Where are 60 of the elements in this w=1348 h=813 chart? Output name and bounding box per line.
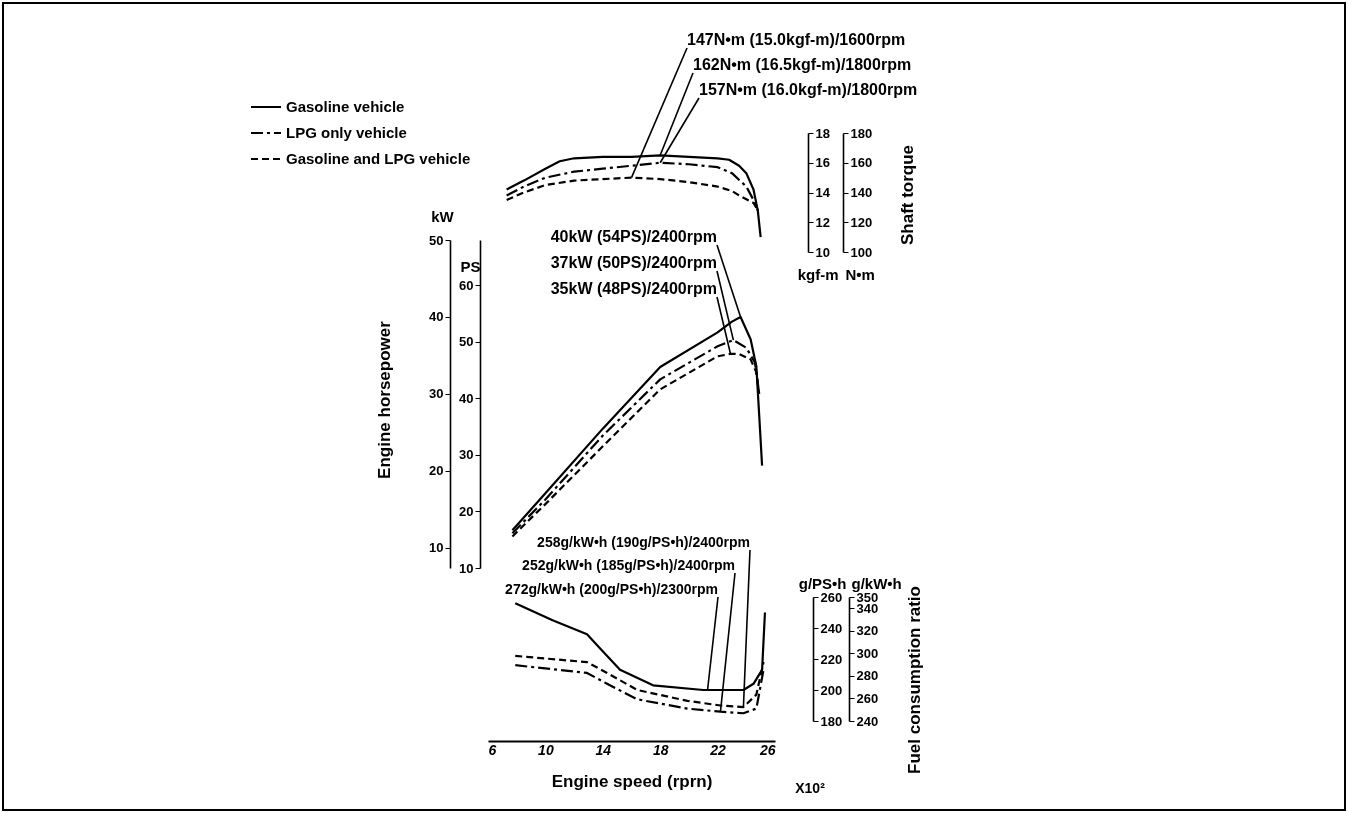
text: X10² [795, 780, 826, 796]
x-tick-label: 14 [595, 741, 612, 758]
annotation: 37kW (50PS)/2400rpm [550, 254, 717, 271]
y2-tick-label: 300 [856, 645, 879, 661]
annotation: 35kW (48PS)/2400rpm [550, 280, 717, 297]
y-tick-label: 200 [820, 682, 843, 698]
y2-tick-label: 280 [856, 668, 879, 684]
legend-label: LPG only vehicle [286, 124, 407, 141]
y-tick-label: 10 [815, 244, 830, 260]
y-axis-title: kgf-m [797, 265, 839, 283]
annotation: 162N•m (16.5kgf-m)/1800rpm [693, 56, 912, 73]
x-tick-label: 6 [488, 741, 497, 758]
annotation: 147N•m (15.0kgf-m)/1600rpm [687, 31, 906, 48]
y2-tick-label: 10 [459, 560, 474, 576]
y2-tick-label: 240 [856, 713, 879, 729]
y-axis-title: kW [431, 207, 455, 225]
x-tick-label: 22 [709, 741, 727, 758]
y-tick-label: 260 [820, 589, 843, 605]
x-tick-label: 10 [538, 741, 554, 758]
x-tick-label: 26 [758, 741, 776, 758]
y2-tick-label: 60 [459, 277, 474, 293]
annotation: 258g/kW•h (190g/PS•h)/2400rpm [537, 534, 750, 550]
x-axis-title: Engine speed (rprn) [551, 771, 713, 791]
y2-axis-title: PS [460, 257, 481, 275]
y2-tick-label: 50 [459, 334, 474, 350]
annotation: 157N•m (16.0kgf-m)/1800rpm [699, 81, 918, 98]
y-tick-label: 220 [820, 651, 843, 667]
y-tick-label: 16 [815, 155, 830, 171]
text: Engine horsepower [375, 320, 394, 479]
y2-tick-label: 120 [850, 214, 873, 230]
y2-axis-title: N•m [845, 265, 875, 283]
y-axis-title: g/PS•h [798, 574, 847, 592]
y2-tick-label: 320 [856, 623, 879, 639]
legend-label: Gasoline and LPG vehicle [286, 150, 471, 167]
y2-axis-title: g/kW•h [851, 574, 902, 592]
y-tick-label: 180 [820, 713, 843, 729]
text: Shaft torque [898, 144, 917, 246]
y-tick-label: 10 [429, 540, 444, 556]
y2-tick-label: 40 [459, 390, 474, 406]
x-tick-label: 18 [652, 741, 669, 758]
legend-label: Gasoline vehicle [286, 98, 405, 115]
y2-tick-label: 160 [850, 155, 873, 171]
y-tick-label: 14 [815, 185, 831, 200]
annotation: 40kW (54PS)/2400rpm [550, 228, 717, 245]
y2-tick-label: 180 [850, 125, 873, 141]
y-tick-label: 240 [820, 620, 843, 636]
text: Fuel consumption ratio [905, 586, 924, 774]
y-tick-label: 12 [815, 214, 830, 230]
annotation: 272g/kW•h (200g/PS•h)/2300rpm [505, 581, 718, 597]
y-tick-label: 50 [429, 232, 444, 248]
y2-tick-label: 20 [459, 503, 474, 519]
annotation: 252g/kW•h (185g/PS•h)/2400rpm [522, 557, 735, 573]
y2-tick-label: 140 [850, 185, 873, 200]
y-tick-label: 20 [429, 463, 444, 479]
y-tick-label: 18 [815, 125, 830, 141]
y2-tick-label: 30 [459, 447, 474, 463]
y2-tick-label: 100 [850, 244, 873, 260]
y2-tick-label: 260 [856, 690, 879, 706]
y-tick-label: 30 [429, 386, 444, 402]
y-tick-label: 40 [429, 309, 444, 325]
